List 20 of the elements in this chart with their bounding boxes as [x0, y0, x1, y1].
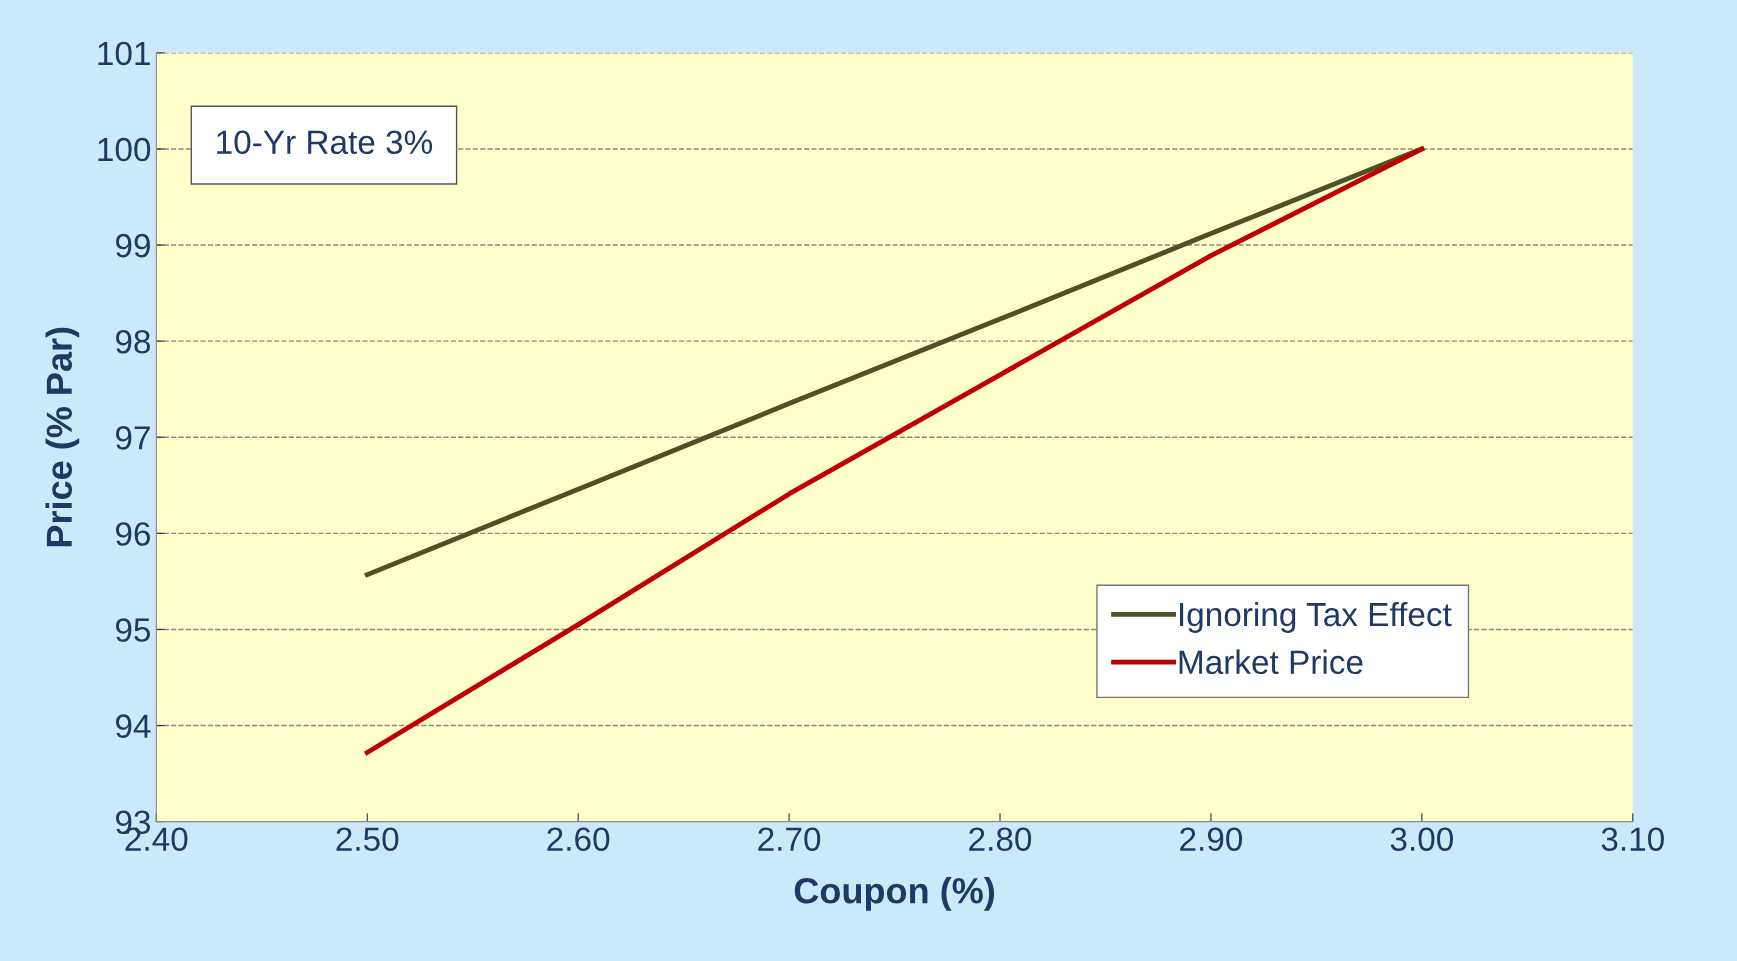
x-tick-label: 2.50 — [336, 827, 399, 851]
y-tick-label: 94 — [115, 714, 151, 738]
y-tick-label: 100 — [98, 137, 151, 162]
y-tick-label: 96 — [115, 522, 151, 546]
x-tick-label: 3.10 — [1601, 827, 1664, 851]
x-axis-title: Coupon (%) — [794, 877, 995, 911]
x-tick-label: 2.70 — [758, 827, 821, 851]
y-tick-label: 101 — [98, 41, 150, 66]
x-tick-label: 2.80 — [969, 827, 1032, 851]
y-tick-label: 97 — [115, 426, 150, 450]
y-tick-label: 99 — [115, 233, 150, 258]
x-tick-label: 2.60 — [547, 827, 610, 851]
x-tick-label: 2.90 — [1180, 827, 1243, 851]
y-tick-label: 98 — [115, 329, 151, 354]
annotation: 10-Yr Rate 3% — [217, 130, 433, 155]
x-tick-label: 3.00 — [1390, 827, 1453, 851]
legend-label: Market Price — [1179, 649, 1363, 675]
y-axis-title: Price (% Par) — [45, 327, 80, 547]
y-tick-label: 95 — [115, 618, 151, 642]
legend-label: Ignoring Tax Effect — [1180, 601, 1452, 633]
